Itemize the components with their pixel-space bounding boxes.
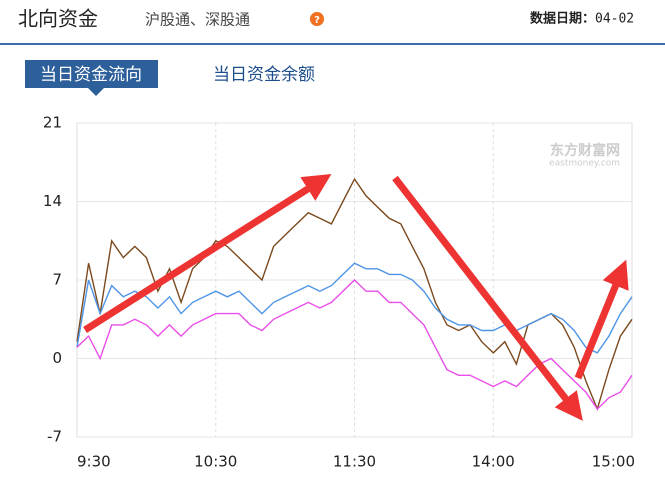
date-label: 数据日期： bbox=[530, 11, 595, 27]
y-tick-label: 14 bbox=[43, 192, 62, 210]
tab-pointer bbox=[88, 88, 104, 96]
tab-active-bg[interactable] bbox=[25, 60, 158, 88]
y-tick-label: 7 bbox=[52, 271, 62, 289]
header-subtitle: 沪股通、深股通 bbox=[145, 11, 250, 29]
annotations bbox=[83, 174, 629, 421]
date-value: 04-02 bbox=[595, 12, 634, 27]
tab[interactable]: 当日资金流向 bbox=[40, 65, 142, 85]
help-icon-mark: ? bbox=[314, 15, 320, 26]
help-icon[interactable] bbox=[310, 12, 324, 26]
series-line bbox=[76, 262, 633, 354]
y-tick-label: -7 bbox=[47, 428, 62, 446]
tab[interactable]: 当日资金余额 bbox=[213, 65, 315, 85]
header-title: 北向资金 bbox=[18, 7, 98, 31]
y-tick-label: 0 bbox=[52, 349, 62, 367]
arrow bbox=[574, 259, 629, 380]
y-tick-label: 21 bbox=[43, 114, 62, 132]
x-tick-label: 11:30 bbox=[333, 453, 376, 471]
watermark: 东方财富网 bbox=[550, 142, 620, 159]
header-rule bbox=[0, 43, 665, 45]
watermark-url: eastmoney.com bbox=[549, 159, 620, 169]
arrow bbox=[83, 174, 332, 333]
x-tick-label: 15:00 bbox=[592, 453, 635, 471]
x-tick-label: 10:30 bbox=[194, 453, 237, 471]
arrow bbox=[392, 175, 583, 421]
x-tick-label: 14:00 bbox=[472, 453, 515, 471]
x-tick-label: 9:30 bbox=[77, 453, 111, 471]
